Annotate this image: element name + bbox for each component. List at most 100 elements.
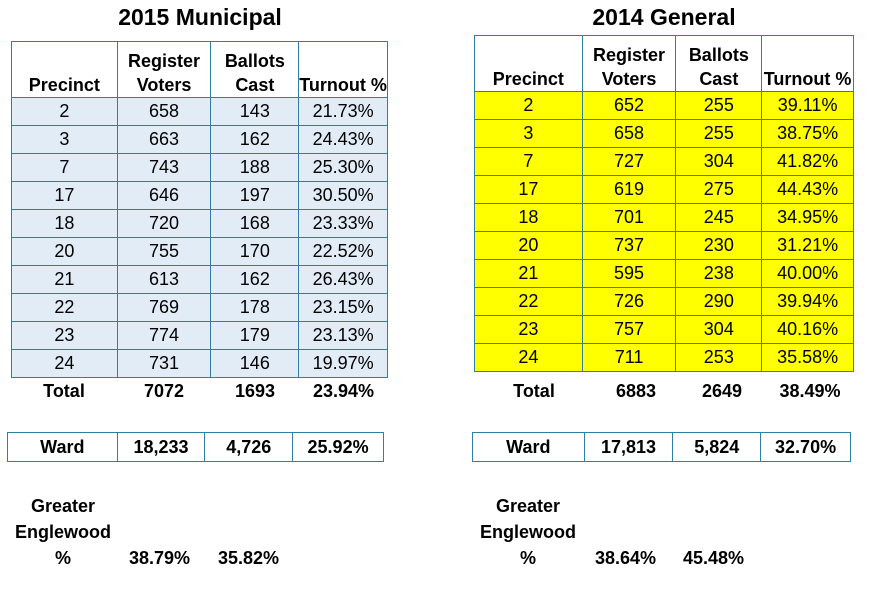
table-row: 18 720 168 23.33% [11, 209, 388, 238]
table-row: 22 769 178 23.15% [11, 293, 388, 322]
right-rows: 2 652 255 39.11% 3 658 255 38.75% 7 727 304 41.82% 1… [474, 91, 854, 372]
right-header-voters: Register Voters [581, 35, 677, 92]
table-row: 3 663 162 24.43% [11, 125, 388, 154]
left-total-label: Total [43, 381, 85, 401]
precinct-cell: 17 [11, 181, 118, 210]
voters-cell: 658 [116, 97, 212, 126]
voters-cell: 743 [116, 153, 212, 182]
ballots-cell: 170 [210, 237, 300, 266]
precinct-cell: 7 [474, 147, 583, 176]
ballots-cell: 178 [210, 293, 300, 322]
turnout-cell: 24.43% [298, 125, 388, 154]
right-total-row: Total 6883 2649 38.49% [474, 381, 854, 405]
right-total-turnout: 38.49% [779, 381, 841, 401]
ballots-cell: 290 [675, 287, 763, 316]
table-row: 22 726 290 39.94% [474, 287, 854, 316]
ballots-cell: 197 [210, 181, 300, 210]
turnout-cell: 22.52% [298, 237, 388, 266]
turnout-cell: 19.97% [298, 349, 388, 378]
precinct-cell: 18 [11, 209, 118, 238]
turnout-cell: 44.43% [761, 175, 854, 204]
ballots-cell: 253 [675, 343, 763, 372]
table-row: 3 658 255 38.75% [474, 119, 854, 148]
table-row: 20 755 170 22.52% [11, 237, 388, 266]
right-ward-ballots: 5,824 [672, 432, 762, 462]
voters-cell: 646 [116, 181, 212, 210]
ballots-cell: 162 [210, 265, 300, 294]
voters-cell: 726 [581, 287, 677, 316]
left-total-ballots: 1693 [234, 381, 276, 401]
turnout-cell: 23.33% [298, 209, 388, 238]
left-total-row: Total 7072 1693 23.94% [11, 381, 388, 405]
voters-cell: 755 [116, 237, 212, 266]
precinct-cell: 2 [11, 97, 118, 126]
right-ward-turnout: 32.70% [760, 432, 851, 462]
table-row: 2 652 255 39.11% [474, 91, 854, 120]
turnout-cell: 35.58% [761, 343, 854, 372]
precinct-cell: 17 [474, 175, 583, 204]
left-ward-ballots: 4,726 [204, 432, 294, 462]
voters-cell: 595 [581, 259, 677, 288]
voters-cell: 757 [581, 315, 677, 344]
left-ward-turnout: 25.92% [292, 432, 384, 462]
precinct-cell: 18 [474, 203, 583, 232]
precinct-cell: 21 [474, 259, 583, 288]
ballots-cell: 255 [675, 91, 763, 120]
ballots-cell: 188 [210, 153, 300, 182]
table-row: 21 595 238 40.00% [474, 259, 854, 288]
left-ward-label: Ward [7, 432, 118, 462]
precinct-cell: 20 [474, 231, 583, 260]
turnout-cell: 39.94% [761, 287, 854, 316]
ballots-cell: 304 [675, 147, 763, 176]
right-greater-line3: % [519, 548, 536, 568]
left-rows: 2 658 143 21.73% 3 663 162 24.43% 7 743 188 25.30% 1… [11, 97, 388, 378]
ballots-cell: 179 [210, 321, 300, 350]
voters-cell: 663 [116, 125, 212, 154]
voters-cell: 769 [116, 293, 212, 322]
right-greater-line1: Greater [495, 496, 561, 516]
precinct-cell: 3 [474, 119, 583, 148]
turnout-cell: 21.73% [298, 97, 388, 126]
voters-cell: 701 [581, 203, 677, 232]
ballots-cell: 230 [675, 231, 763, 260]
right-total-voters: 6883 [615, 381, 657, 401]
precinct-cell: 3 [11, 125, 118, 154]
table-row: 2 658 143 21.73% [11, 97, 388, 126]
turnout-cell: 26.43% [298, 265, 388, 294]
table-row: 23 774 179 23.13% [11, 321, 388, 350]
left-greater-line3: % [54, 548, 71, 568]
turnout-cell: 38.75% [761, 119, 854, 148]
right-greater-value-2: 45.48% [683, 548, 745, 568]
turnout-cell: 34.95% [761, 203, 854, 232]
left-header-ballots: Ballots Cast [210, 41, 300, 98]
left-ward-row: Ward 18,233 4,726 25.92% [7, 432, 384, 462]
right-greater-englewood-label: Greater Englewood % [473, 493, 583, 571]
left-greater-line2: Englewood [15, 522, 111, 542]
voters-cell: 737 [581, 231, 677, 260]
turnout-cell: 40.16% [761, 315, 854, 344]
turnout-cell: 41.82% [761, 147, 854, 176]
right-ward-row: Ward 17,813 5,824 32.70% [472, 432, 851, 462]
precinct-cell: 22 [474, 287, 583, 316]
left-greater-value-2: 35.82% [218, 548, 280, 568]
table-row: 23 757 304 40.16% [474, 315, 854, 344]
precinct-cell: 21 [11, 265, 118, 294]
precinct-cell: 2 [474, 91, 583, 120]
left-total-voters: 7072 [143, 381, 185, 401]
table-row: 18 701 245 34.95% [474, 203, 854, 232]
table-row: 17 619 275 44.43% [474, 175, 854, 204]
voters-cell: 720 [116, 209, 212, 238]
table-row: 17 646 197 30.50% [11, 181, 388, 210]
left-header-voters: Register Voters [116, 41, 212, 98]
right-header-turnout: Turnout % [761, 35, 854, 92]
turnout-cell: 31.21% [761, 231, 854, 260]
voters-cell: 613 [116, 265, 212, 294]
table-row: 7 743 188 25.30% [11, 153, 388, 182]
voters-cell: 727 [581, 147, 677, 176]
right-precinct-table: Precinct Register Voters Ballots Cast Tu… [474, 35, 854, 372]
turnout-cell: 39.11% [761, 91, 854, 120]
voters-cell: 774 [116, 321, 212, 350]
ballots-cell: 143 [210, 97, 300, 126]
precinct-cell: 24 [11, 349, 118, 378]
voters-cell: 711 [581, 343, 677, 372]
